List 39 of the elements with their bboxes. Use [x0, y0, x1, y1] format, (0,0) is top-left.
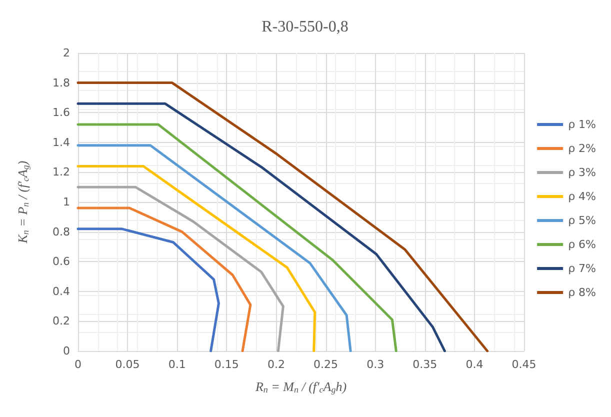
x-tick-label: 0 — [74, 358, 82, 371]
legend-label: ρ 5% — [568, 214, 596, 227]
y-tick-label: 0.4 — [52, 284, 70, 298]
y-tick-label: 1.2 — [52, 166, 70, 179]
line-series — [76, 206, 252, 352]
x-tick-label: 0.2 — [267, 358, 285, 371]
legend-label: ρ 3% — [568, 166, 596, 179]
y-tick-label: 1.8 — [52, 76, 70, 90]
legend-label: ρ 8% — [568, 286, 596, 299]
legend-label: ρ 2% — [568, 142, 596, 155]
legend-label: ρ 6% — [568, 238, 596, 251]
text: Kn = Pn / (f'cAg) — [15, 160, 30, 244]
y-tick-label: 1.4 — [52, 136, 70, 149]
y-tick-label: 0.6 — [52, 255, 70, 268]
legend-label: ρ 7% — [568, 262, 596, 275]
y-tick-label: 1 — [63, 196, 70, 208]
line-series — [76, 164, 316, 352]
legend-label: ρ 1% — [568, 118, 596, 131]
y-tick-label: 0.8 — [52, 225, 70, 238]
x-tick-label: 0.35 — [412, 358, 438, 371]
x-tick-label: 0.05 — [115, 358, 140, 371]
legend-label: ρ 4% — [568, 190, 596, 203]
x-tick-label: 0.3 — [366, 358, 384, 371]
line-series — [76, 144, 352, 352]
line-series — [76, 102, 446, 352]
line-series — [76, 228, 220, 352]
y-tick-label: 2 — [63, 46, 70, 60]
x-tick-label: 0.25 — [314, 358, 338, 371]
x-tick-label: 0.1 — [168, 358, 186, 371]
chart-title: R-30-550-0,8 — [262, 18, 348, 36]
line-series — [76, 123, 398, 352]
line-series — [76, 186, 284, 352]
y-tick-label: 0 — [63, 344, 70, 358]
y-tick-label: 0.2 — [52, 314, 70, 328]
x-tick-label: 0.15 — [214, 358, 239, 371]
line-series — [76, 82, 489, 352]
x-tick-label: 0.45 — [512, 358, 536, 371]
y-tick-label: 1.6 — [52, 106, 70, 120]
x-tick-label: 0.4 — [466, 358, 484, 371]
